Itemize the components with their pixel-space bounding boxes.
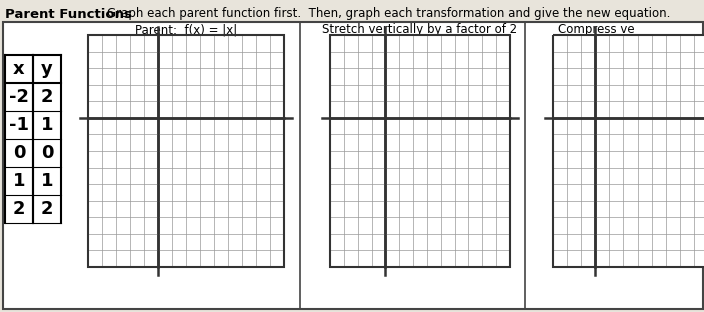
Text: 0: 0 xyxy=(13,144,25,162)
Bar xyxy=(330,35,510,267)
Text: Compress ve: Compress ve xyxy=(558,23,634,37)
Text: -1: -1 xyxy=(9,116,29,134)
Bar xyxy=(553,35,704,267)
Text: Stretch vertically by a factor of 2: Stretch vertically by a factor of 2 xyxy=(322,23,517,37)
Bar xyxy=(553,35,704,267)
Text: Parent Functions: Parent Functions xyxy=(5,7,132,21)
Text: -2: -2 xyxy=(9,88,29,106)
Text: 1: 1 xyxy=(41,172,54,190)
Bar xyxy=(330,35,510,267)
Text: 2: 2 xyxy=(41,200,54,218)
Text: x: x xyxy=(13,60,25,78)
Text: 1: 1 xyxy=(13,172,25,190)
Bar xyxy=(88,35,284,267)
Text: 2: 2 xyxy=(13,200,25,218)
Text: 2: 2 xyxy=(41,88,54,106)
Text: 0: 0 xyxy=(41,144,54,162)
Text: Parent:  f(x) = |x|: Parent: f(x) = |x| xyxy=(135,23,237,37)
Text: 1: 1 xyxy=(41,116,54,134)
Text: y: y xyxy=(41,60,53,78)
Bar xyxy=(88,35,284,267)
Text: Graph each parent function first.  Then, graph each transformation and give the : Graph each parent function first. Then, … xyxy=(107,7,670,21)
